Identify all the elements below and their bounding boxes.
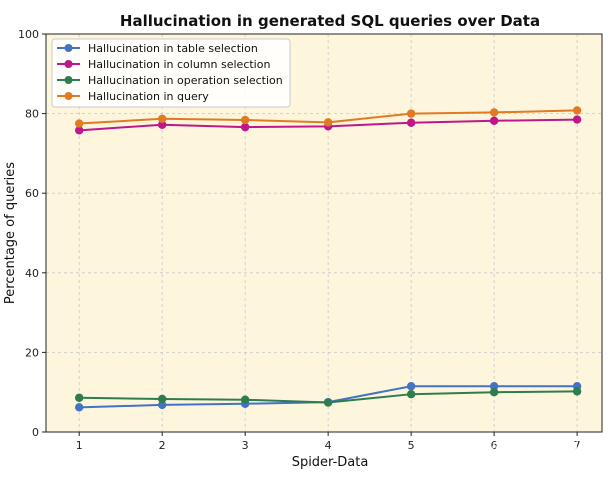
series-lines (74, 106, 582, 412)
legend-marker (64, 60, 73, 68)
data-point (240, 395, 250, 404)
data-point (74, 403, 84, 412)
data-point (240, 122, 250, 132)
data-point (240, 115, 250, 125)
x-tick-label: 5 (408, 439, 415, 452)
legend-marker (64, 92, 73, 100)
y-tick-label: 80 (25, 108, 39, 121)
data-point (74, 126, 84, 135)
data-point (157, 120, 167, 129)
data-point (157, 400, 167, 410)
data-point (323, 398, 333, 407)
y-tick-label: 40 (25, 267, 39, 280)
data-point (157, 394, 167, 404)
series-3 (74, 106, 582, 128)
data-point (572, 115, 582, 124)
x-tick-label: 4 (325, 439, 332, 452)
x-tick-label: 7 (574, 439, 581, 452)
legend-box (51, 38, 291, 108)
x-axis-label: Spider-Data (292, 455, 369, 470)
x-tick-label: 3 (242, 439, 249, 452)
y-axis-ticks: 0 20 40 60 80 100 (18, 28, 46, 439)
data-point (157, 114, 167, 123)
data-point (489, 388, 499, 397)
x-tick-label: 2 (159, 439, 166, 452)
data-point (406, 118, 416, 127)
y-tick-label: 60 (25, 187, 39, 200)
data-point (74, 119, 84, 128)
x-tick-label: 1 (76, 439, 83, 452)
chart-title: Hallucination in generated SQL queries o… (120, 12, 540, 30)
data-point (489, 382, 499, 391)
data-point (406, 382, 416, 391)
y-tick-label: 20 (25, 346, 39, 359)
legend-label: Hallucination in query (88, 90, 209, 103)
data-point (572, 106, 582, 115)
data-point (489, 116, 499, 125)
series-2 (74, 387, 582, 407)
legend-label: Hallucination in column selection (88, 58, 270, 71)
data-point (489, 108, 499, 117)
y-axis-label: Percentage of queries (3, 162, 18, 304)
legend: Hallucination in table selection Hallucin… (51, 38, 291, 108)
plot-frame (45, 33, 603, 433)
y-tick-label: 100 (18, 28, 39, 41)
data-point (406, 109, 416, 118)
legend-label: Hallucination in operation selection (88, 74, 283, 87)
data-point (406, 389, 416, 399)
watermark: 知乎 @Paper易论 (454, 437, 584, 456)
legend-label: Hallucination in table selection (88, 42, 258, 55)
data-point (323, 118, 333, 127)
data-point (74, 393, 84, 402)
legend-marker (64, 76, 73, 84)
legend-marker (64, 44, 73, 52)
data-point (572, 387, 582, 396)
x-axis-ticks: 1 2 3 4 5 6 7 (76, 432, 581, 452)
x-tick-label: 6 (491, 439, 498, 452)
y-tick-label: 0 (32, 426, 39, 439)
